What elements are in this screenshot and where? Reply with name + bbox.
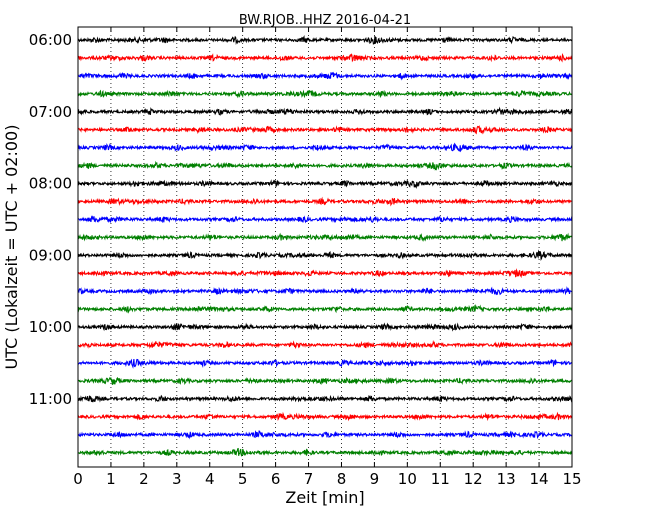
x-tick-label: 1 (106, 470, 116, 488)
seismic-trace (77, 286, 573, 296)
y-tick-label: 06:00 (29, 31, 72, 49)
y-tick-label: 11:00 (29, 390, 72, 408)
seismic-trace (77, 268, 573, 279)
x-tick-label: 2 (139, 470, 149, 488)
seismic-trace (77, 53, 573, 63)
seismic-trace (77, 376, 573, 386)
x-tick-label: 9 (370, 470, 380, 488)
seismic-trace (77, 322, 573, 332)
seismic-trace (77, 430, 573, 440)
plot-frame (77, 26, 573, 468)
x-tick-label: 4 (205, 470, 215, 488)
y-tick-label: 09:00 (29, 246, 72, 264)
x-axis-ticks: 0 1 2 3 4 5 6 7 8 9 10 11 12 13 14 15 (73, 27, 582, 488)
x-tick-label: 15 (562, 470, 581, 488)
x-tick-label: 6 (271, 470, 281, 488)
x-tick-label: 13 (497, 470, 516, 488)
seismic-trace (77, 249, 573, 261)
y-tick-label: 08:00 (29, 175, 72, 193)
seismic-trace (77, 106, 573, 116)
x-tick-label: 14 (530, 470, 549, 488)
y-axis-ticks: 06:00 07:00 08:00 09:00 10:00 11:00 (29, 31, 572, 408)
y-tick-label: 10:00 (29, 318, 72, 336)
y-tick-label: 07:00 (29, 103, 72, 121)
chart-title: BW.RJOB..HHZ 2016-04-21 (239, 13, 411, 28)
x-tick-label: 8 (337, 470, 347, 488)
seismic-trace (77, 89, 573, 99)
seismic-trace (77, 303, 573, 314)
seismic-trace (77, 411, 573, 422)
x-tick-label: 0 (73, 470, 83, 488)
vertical-grid (110, 27, 540, 467)
seismic-trace (77, 179, 573, 189)
seismic-trace (77, 160, 573, 171)
y-axis-label: UTC (Lokalzeit = UTC + 02:00) (2, 125, 21, 370)
x-tick-label: 7 (304, 470, 314, 488)
seismic-trace (77, 447, 573, 457)
seismic-trace (77, 215, 573, 224)
seismic-trace (77, 394, 573, 403)
seismic-trace (77, 358, 573, 369)
x-tick-label: 10 (398, 470, 417, 488)
seismic-trace (77, 196, 573, 207)
x-tick-label: 5 (238, 470, 248, 488)
seismic-trace (77, 125, 573, 135)
seismic-trace (77, 232, 573, 242)
seismic-trace (77, 142, 573, 153)
seismic-trace (77, 71, 573, 81)
seismic-trace (77, 34, 573, 46)
x-tick-label: 12 (464, 470, 483, 488)
traces (77, 34, 573, 457)
x-tick-label: 11 (431, 470, 450, 488)
x-tick-label: 3 (172, 470, 182, 488)
seismic-trace (77, 340, 573, 350)
x-axis-label: Zeit [min] (285, 488, 364, 507)
